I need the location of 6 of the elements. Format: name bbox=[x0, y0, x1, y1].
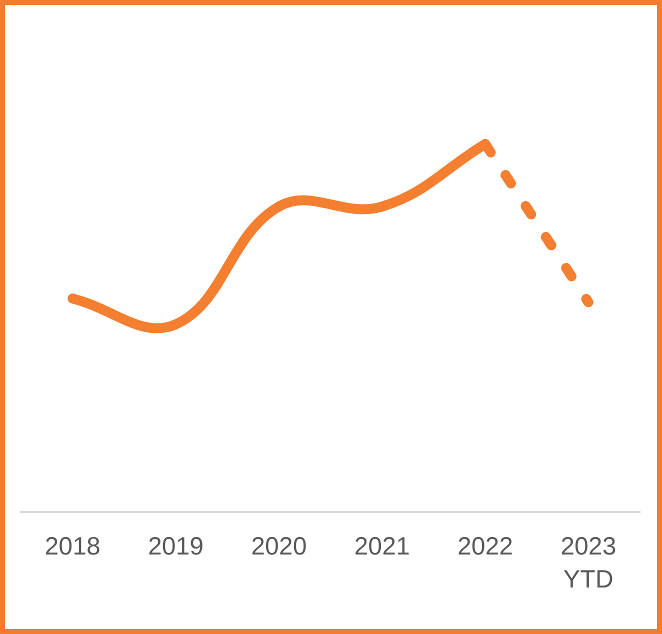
x-tick-label: 2021 bbox=[354, 532, 410, 560]
x-tick-label: 2019 bbox=[148, 532, 204, 560]
x-tick-label: 2022 bbox=[457, 532, 514, 560]
x-tick-label: 2018 bbox=[44, 532, 100, 560]
x-tick-label: 2023 YTD bbox=[560, 532, 616, 594]
x-tick-label: 2020 bbox=[251, 532, 307, 560]
